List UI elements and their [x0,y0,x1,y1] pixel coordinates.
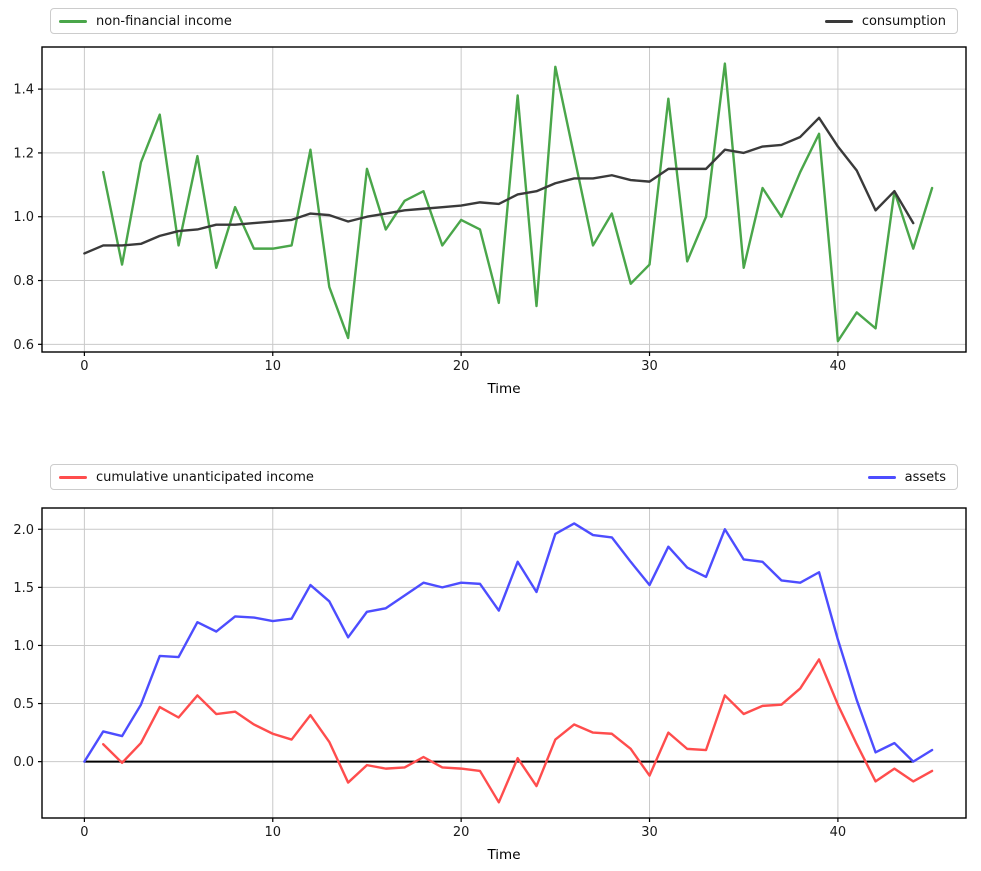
y-tick-label: 1.0 [13,639,34,654]
top-legend: non-financial income consumption [50,8,958,34]
bottom-legend: cumulative unanticipated income assets [50,464,958,490]
legend-item-assets: assets [867,469,946,485]
x-tick-label: 20 [453,825,470,840]
y-tick-label: 1.4 [13,83,34,98]
x-tick-label: 40 [830,359,847,374]
legend-item-cumulative-unanticipated-income: cumulative unanticipated income [59,471,314,484]
y-tick-label: 0.5 [13,697,34,712]
x-tick-label: 30 [641,359,658,374]
axes-border [41,507,967,819]
y-tick-label: 0.6 [13,338,34,353]
legend-label-assets: assets [904,469,946,485]
legend-item-non-financial-income: non-financial income [59,15,232,28]
y-tick-label: 0.0 [13,755,34,770]
x-tick-label: 10 [264,825,281,840]
legend-swatch-assets [867,475,896,479]
x-tick-label: 0 [80,359,88,374]
legend-swatch-cumulative-unanticipated-income [59,475,87,479]
legend-label-cumulative-unanticipated-income: cumulative unanticipated income [96,469,314,485]
series-line-consumption [83,116,915,255]
x-axis-title: Time [486,847,520,863]
y-tick-label: 1.0 [13,210,34,225]
series-line-assets [83,522,934,763]
axes-border [41,46,967,353]
series-line-cumulative-unanticipated-income [102,658,934,804]
x-tick-label: 30 [641,825,658,840]
legend-label-non-financial-income: non-financial income [96,13,232,29]
x-tick-label: 40 [830,825,847,840]
x-tick-label: 0 [80,825,88,840]
y-tick-label: 1.2 [13,146,34,161]
y-tick-label: 1.5 [13,581,34,596]
legend-swatch-consumption [824,19,853,23]
y-tick-label: 0.8 [13,274,34,289]
legend-swatch-non-financial-income [59,19,87,23]
x-axis-title: Time [486,381,520,397]
legend-label-consumption: consumption [861,13,946,29]
y-tick-label: 2.0 [13,523,34,538]
legend-item-consumption: consumption [824,13,946,29]
x-tick-label: 10 [264,359,281,374]
series-line-non-financial-income [102,62,934,343]
x-tick-label: 20 [453,359,470,374]
